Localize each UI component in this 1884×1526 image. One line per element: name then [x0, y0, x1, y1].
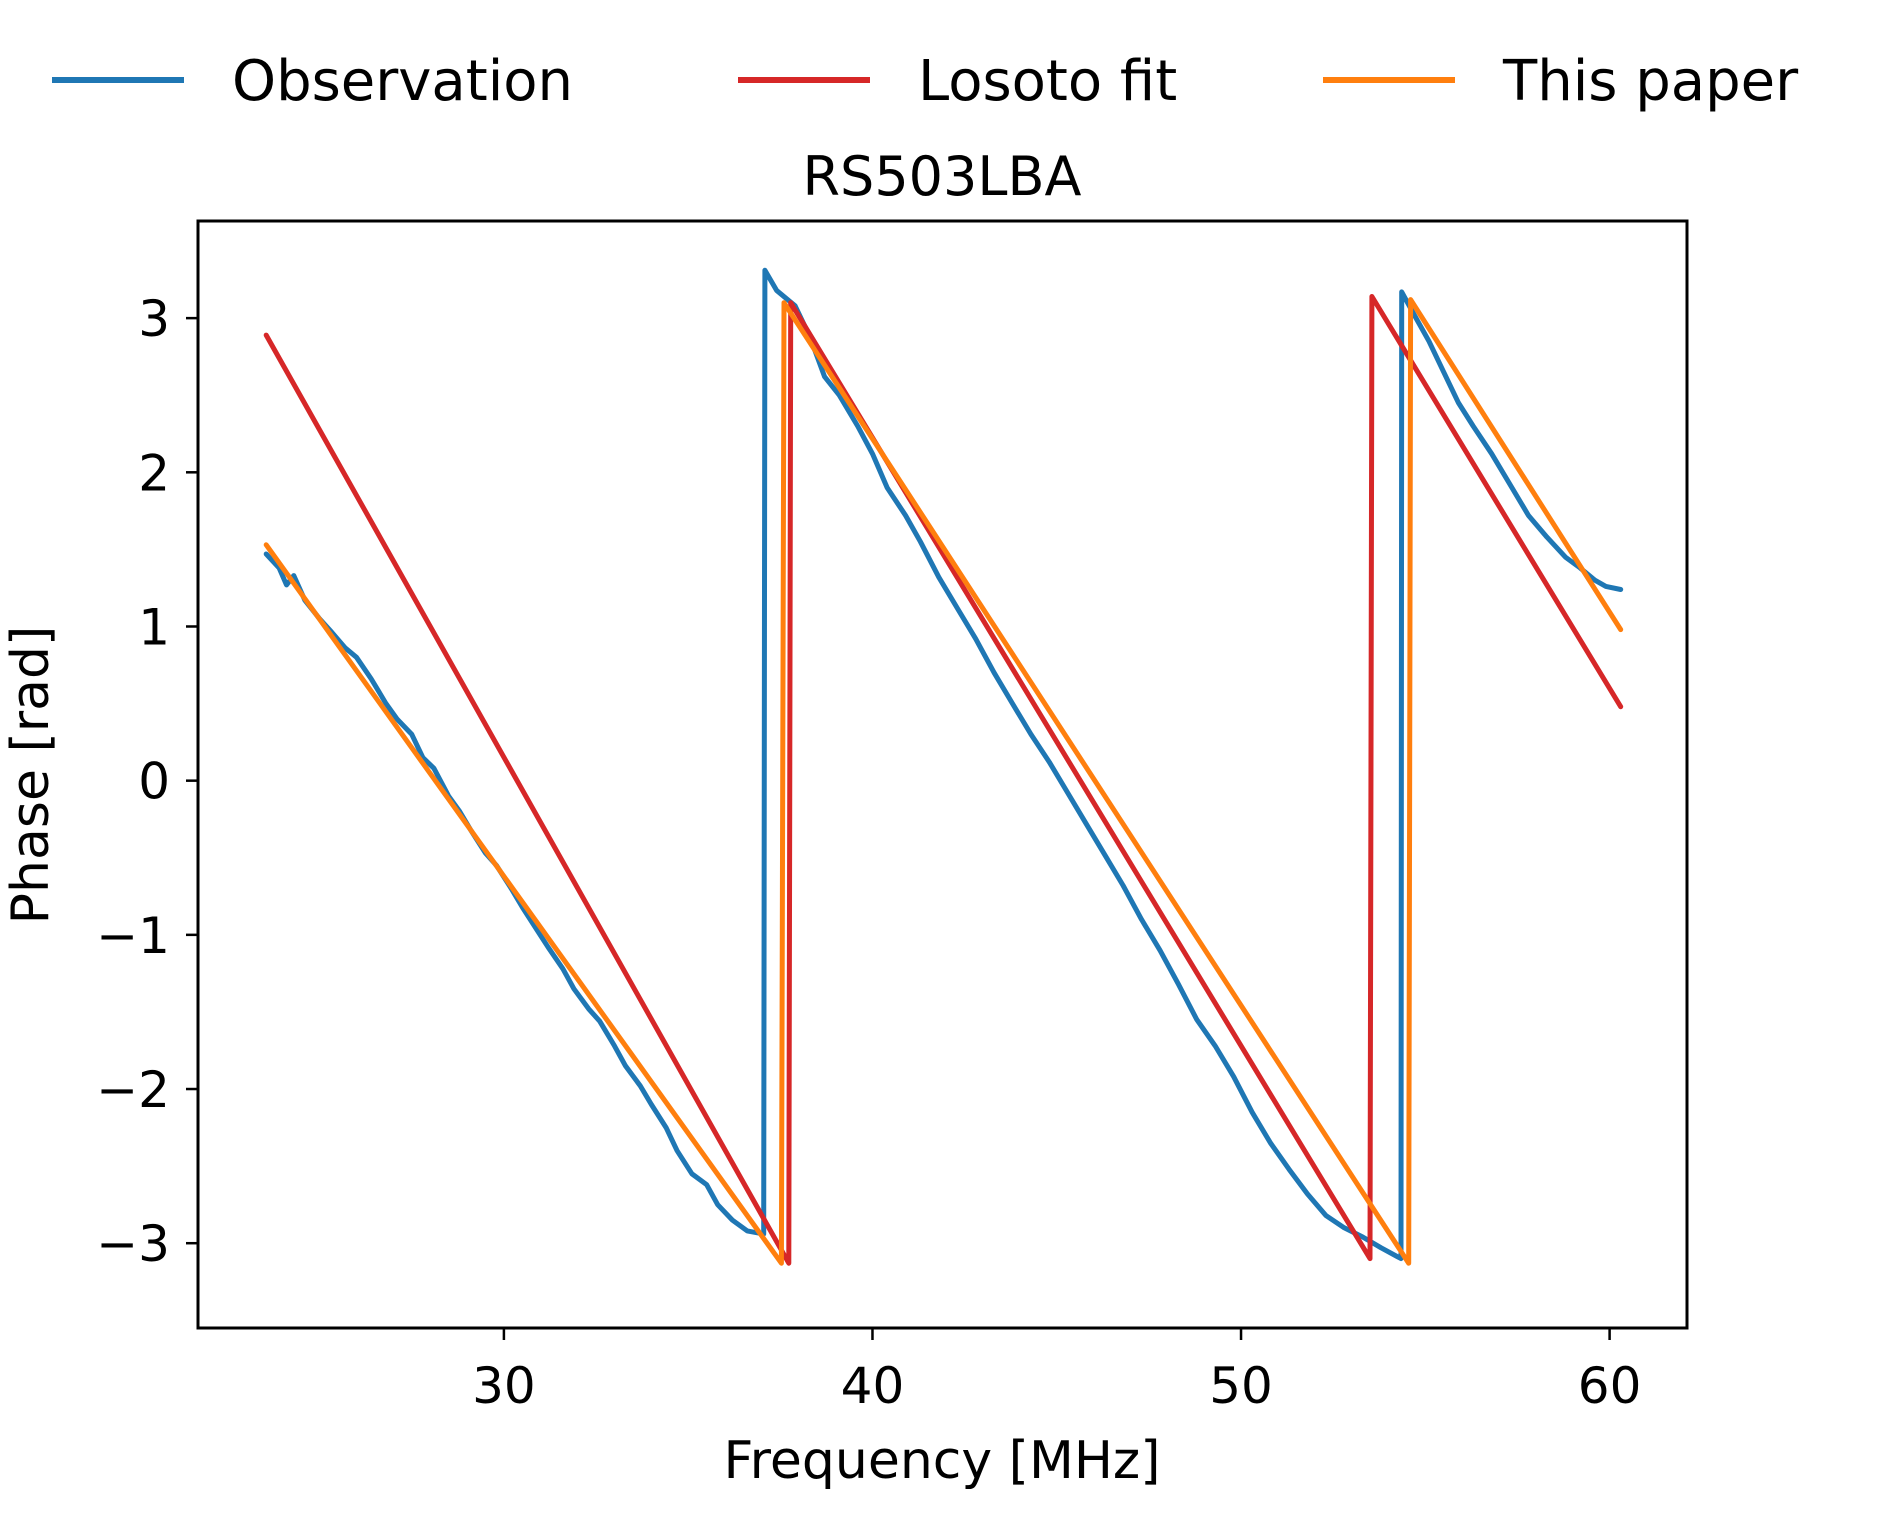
series-layer [263, 267, 1624, 1266]
x-tick-label: 30 [472, 1357, 536, 1415]
x-tick-label: 40 [841, 1357, 905, 1415]
x-axis: 30 40 50 60 [472, 1328, 1641, 1415]
x-axis-label: Frequency [MHz] [724, 1431, 1161, 1491]
y-tick-label: −3 [96, 1215, 170, 1273]
x-tick-label: 50 [1209, 1357, 1273, 1415]
y-tick-label: 3 [138, 290, 170, 348]
y-tick-label: −2 [96, 1061, 170, 1119]
x-tick-label: 60 [1578, 1357, 1642, 1415]
y-tick-label: 0 [138, 753, 170, 811]
plot-frame [196, 219, 1689, 1330]
legend-label-observation: Observation [232, 49, 573, 114]
legend: Observation Losoto fit This paper [52, 49, 1799, 114]
legend-label-this-paper: This paper [1502, 49, 1799, 114]
y-tick-label: −1 [96, 907, 170, 965]
chart-title: RS503LBA [803, 145, 1082, 208]
y-tick-label: 2 [138, 444, 170, 502]
series-line-observation [263, 267, 1624, 1262]
series-line-losoto-fit [263, 294, 1624, 1266]
legend-label-losoto-fit: Losoto fit [918, 49, 1177, 114]
y-tick-label: 1 [138, 598, 170, 656]
y-axis-label: Phase [rad] [1, 626, 61, 925]
series-line-this-paper [263, 297, 1624, 1266]
y-axis: −3 −2 −1 0 1 2 3 [96, 290, 198, 1273]
